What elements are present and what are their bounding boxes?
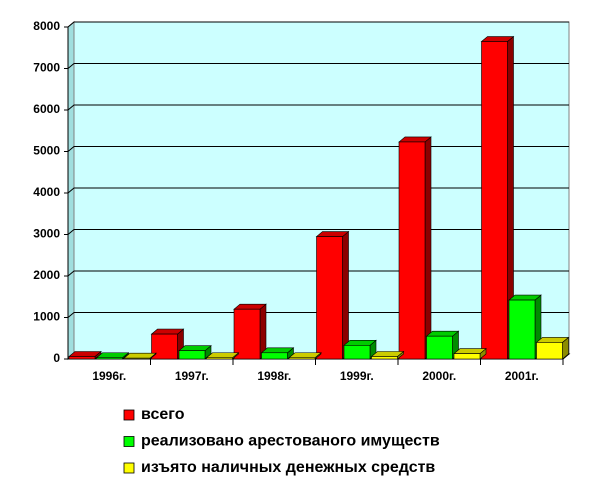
legend-label: реализовано арестованого имуществ [141,433,440,450]
bar [96,357,123,360]
bar-top [205,352,240,359]
bar-top [233,303,267,310]
legend-label: изъято наличных денежных средств [141,459,435,476]
bar-top [480,36,515,42]
bar [123,357,151,360]
bar-top [123,352,157,359]
y-tick-label: 7000 [33,61,60,75]
bar [206,357,233,360]
legend-label: всего [141,406,185,423]
bar-top [178,345,212,352]
bar [426,335,453,360]
y-tick-label: 3000 [33,227,60,241]
bar [508,299,536,360]
bar [288,357,316,360]
bar-top [68,351,102,357]
bar-top [398,136,432,143]
bar-top [288,352,322,359]
y-tick-label: 0 [53,351,60,365]
bar-top [535,337,570,343]
bar [343,345,371,360]
grid-line [67,63,569,69]
legend-swatch [123,409,135,421]
bar-side [342,230,349,360]
y-tick-label: 8000 [33,19,60,33]
bar [398,141,426,360]
grid-line [67,104,569,111]
bar-side [424,136,432,360]
x-tick-label: 1996г. [92,369,126,383]
bar [536,342,563,360]
x-tick-label: 2000г. [422,369,456,383]
legend-swatch [123,462,135,474]
y-tick-label: 4000 [33,185,60,199]
bar-top [425,330,460,337]
bar [261,352,288,360]
y-tick-label: 2000 [33,268,60,282]
x-tick-label: 1998г. [257,369,291,383]
bar [178,350,206,360]
bar-top [95,352,130,359]
bar-top [370,351,405,357]
bar [151,333,178,360]
bar [453,353,481,360]
y-tick-label: 1000 [33,310,60,324]
bar [316,236,343,360]
bar [68,356,96,360]
bar [371,356,398,360]
grid-line [67,21,569,28]
bar-top [150,328,185,335]
y-tick-label: 6000 [33,102,60,116]
x-tick-label: 2001г. [505,369,539,383]
bar-top [260,347,295,354]
legend-swatch [123,436,135,447]
bar-top [453,348,487,354]
bar [233,308,261,360]
x-tick-label: 1999г. [340,369,374,383]
bar-top [343,340,377,346]
bar [481,41,508,360]
y-tick-label: 5000 [33,144,60,158]
bar-top [508,294,542,301]
x-tick-label: 1997г. [175,369,209,383]
bar-top [315,231,350,237]
